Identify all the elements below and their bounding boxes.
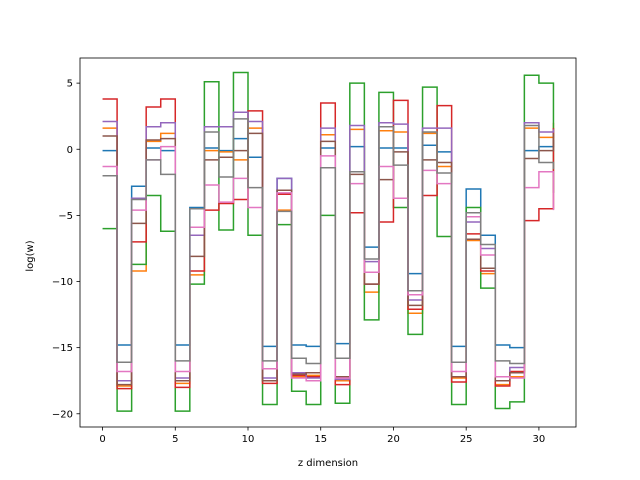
y-tick-label: 0 xyxy=(67,145,73,156)
x-tick-label: 25 xyxy=(460,434,473,445)
axes-frame xyxy=(79,57,577,428)
x-tick-label: 20 xyxy=(387,434,400,445)
y-tick-label: −5 xyxy=(58,211,73,222)
y-tick-label: −20 xyxy=(52,409,73,420)
y-tick-label: −15 xyxy=(52,343,73,354)
y-tick-label: 5 xyxy=(67,79,73,90)
series-line-8 xyxy=(102,118,555,365)
axes: 0 5 10 15 20 25 30 5 0 −5 −10 −15 −20 xyxy=(52,57,577,445)
plot-area xyxy=(102,71,555,412)
x-tick-label: 30 xyxy=(533,434,546,445)
x-tick-label: 0 xyxy=(99,434,105,445)
y-axis-label: log(w) xyxy=(25,240,36,271)
x-tick-label: 15 xyxy=(314,434,327,445)
x-tick-label: 5 xyxy=(172,434,178,445)
x-axis-label: z dimension xyxy=(298,458,358,469)
x-tick-label: 10 xyxy=(242,434,255,445)
y-tick-label: −10 xyxy=(52,277,73,288)
series-line-6 xyxy=(102,132,555,386)
